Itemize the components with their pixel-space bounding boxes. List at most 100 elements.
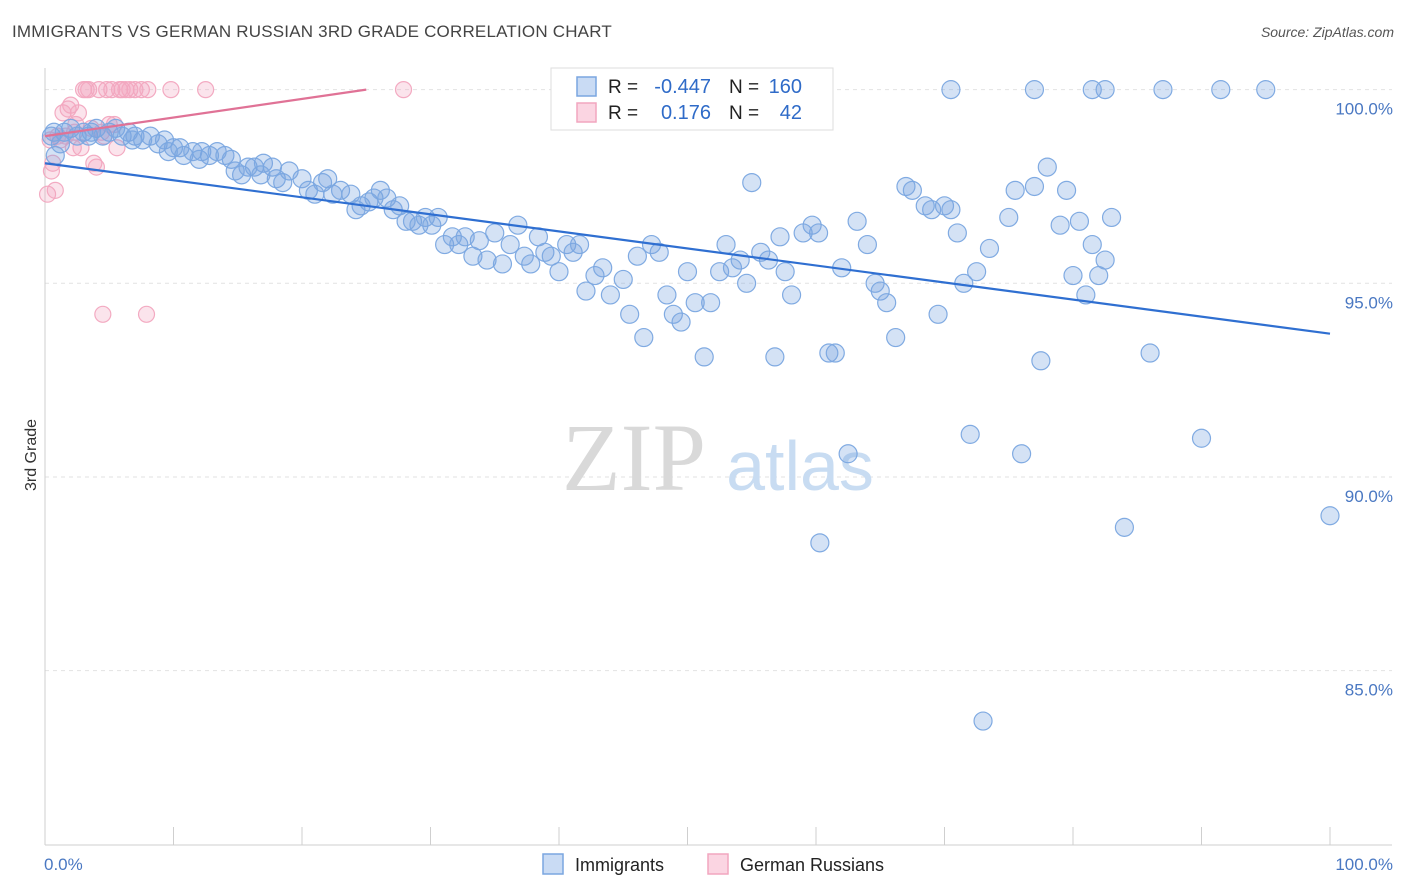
point-immigrants (422, 215, 442, 235)
stats-n-label-2: N = (729, 103, 759, 124)
point-immigrants (770, 227, 790, 247)
point-immigrants (710, 262, 730, 282)
point-immigrants (825, 343, 845, 363)
point-immigrants (563, 242, 583, 262)
point-immigrants (292, 169, 312, 189)
point-immigrants (1011, 444, 1032, 464)
point-immigrants (158, 142, 178, 162)
y-tick-label: 85.0% (1345, 681, 1393, 700)
point-immigrants (620, 304, 640, 324)
stats-r-label-2: R = (608, 103, 638, 124)
zipatlas-watermark: ZIP atlas (562, 404, 874, 511)
point-immigrants (1211, 80, 1231, 100)
legend-label-german-russians: German Russians (740, 855, 884, 875)
point-immigrants (189, 149, 209, 169)
point-immigrants (1056, 180, 1077, 200)
point-immigrants (671, 312, 691, 332)
point-immigrants (902, 180, 922, 200)
point-immigrants (627, 246, 647, 266)
point-immigrants (634, 327, 654, 348)
point-immigrants (1256, 80, 1276, 100)
point-immigrants (521, 254, 541, 274)
point-german-russians (139, 81, 157, 99)
point-immigrants (941, 80, 961, 100)
point-immigrants (1063, 265, 1083, 286)
point-immigrants (716, 234, 736, 255)
point-immigrants (492, 254, 513, 274)
trend-lines (44, 88, 1331, 335)
point-immigrants (541, 246, 561, 266)
point-immigrants (251, 165, 271, 185)
point-immigrants (922, 200, 942, 220)
point-immigrants (1153, 80, 1173, 100)
point-german-russians (126, 81, 144, 99)
stats-r-value-2: 0.176 (661, 102, 711, 124)
legend-label-immigrants: Immigrants (575, 855, 664, 875)
point-immigrants (585, 265, 605, 286)
legend-swatch-immigrants (542, 853, 564, 875)
point-immigrants (877, 293, 897, 313)
y-tick-label: 95.0% (1345, 293, 1393, 312)
point-immigrants (657, 285, 677, 305)
point-immigrants (140, 126, 160, 146)
point-immigrants (81, 122, 101, 142)
stats-swatch-german-russians (576, 102, 597, 123)
point-immigrants (455, 227, 475, 247)
point-immigrants (593, 258, 613, 278)
point-immigrants (941, 200, 961, 220)
axes (44, 68, 1392, 846)
point-immigrants (396, 211, 416, 231)
series-immigrants (41, 80, 1340, 731)
point-immigrants (737, 273, 757, 293)
point-immigrants (449, 234, 469, 255)
point-immigrants (808, 223, 829, 243)
tick-labels: 100.0% 95.0% 90.0% 85.0% 0.0% 100.0% (44, 100, 1393, 874)
point-immigrants (838, 444, 858, 464)
point-immigrants (163, 138, 184, 158)
point-immigrants (765, 347, 785, 367)
point-immigrants (1191, 428, 1212, 448)
point-immigrants (500, 234, 520, 255)
point-german-russians (137, 305, 156, 323)
point-immigrants (106, 118, 126, 138)
trend-line-german-russians (44, 88, 367, 138)
point-immigrants (318, 169, 338, 189)
point-immigrants (781, 285, 802, 305)
point-immigrants (810, 533, 830, 553)
legend-swatch-german-russians (707, 853, 729, 875)
point-immigrants (960, 424, 980, 444)
point-immigrants (549, 262, 569, 282)
watermark-zip: ZIP (562, 404, 706, 511)
y-axis-label: 3rd Grade (23, 419, 40, 491)
point-immigrants (569, 234, 590, 255)
point-immigrants (485, 223, 505, 243)
point-immigrants (1095, 80, 1115, 100)
stats-legend: R = -0.447 N = 160 R = 0.176 N = 42 (550, 67, 834, 131)
point-immigrants (477, 250, 497, 270)
point-immigrants (469, 231, 489, 251)
point-immigrants (847, 211, 867, 231)
trend-line-immigrants (44, 162, 1331, 335)
stats-n-value-1: 160 (769, 76, 802, 98)
point-immigrants (1037, 157, 1057, 177)
stats-n-label-1: N = (729, 77, 759, 98)
point-immigrants (694, 347, 714, 367)
point-immigrants (677, 262, 698, 282)
point-german-russians (38, 185, 57, 203)
point-immigrants (722, 258, 743, 278)
stats-swatch-immigrants (576, 76, 597, 97)
point-german-russians (108, 139, 126, 157)
point-immigrants (1320, 506, 1340, 526)
point-german-russians (94, 305, 112, 323)
point-immigrants (701, 293, 721, 313)
point-immigrants (370, 180, 390, 200)
y-tick-label: 90.0% (1345, 487, 1393, 506)
point-immigrants (1031, 351, 1051, 371)
point-immigrants (886, 327, 906, 348)
point-german-russians (87, 158, 106, 176)
point-immigrants (1076, 285, 1096, 305)
x-tick-label-min: 0.0% (44, 855, 83, 874)
point-immigrants (613, 269, 633, 290)
point-immigrants (857, 234, 878, 255)
